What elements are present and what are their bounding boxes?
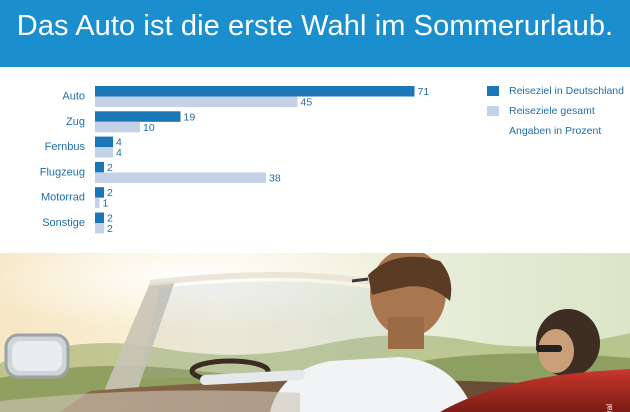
category-label: Motorrad	[41, 192, 85, 204]
bar-gesamt	[95, 121, 140, 133]
legend-item-deutschland: Reiseziel in Deutschland	[487, 85, 627, 106]
legend-swatch-deutschland	[487, 86, 499, 96]
bar-deutschland	[95, 111, 181, 122]
bar-deutschland	[95, 136, 113, 148]
bar-value-label: 19	[184, 111, 196, 123]
bar-value-label: 45	[301, 97, 313, 109]
chart-legend: Reiseziel in Deutschland Reiseziele gesa…	[487, 85, 627, 126]
bar-deutschland	[95, 161, 104, 173]
bar-value-label: 38	[269, 172, 281, 184]
legend-label-gesamt: Reiseziele gesamt	[509, 104, 595, 117]
bar-gesamt	[95, 197, 100, 209]
category-label: Flugzeug	[40, 166, 85, 178]
photo-credit: © Aral	[605, 404, 614, 412]
bar-deutschland	[95, 86, 415, 97]
bar-value-label: 2	[107, 213, 113, 225]
category-label: Zug	[66, 116, 85, 128]
bar-value-label: 71	[418, 86, 430, 98]
category-label: Sonstige	[42, 217, 85, 229]
unit-note: Angaben in Prozent	[509, 125, 602, 137]
page-title: Das Auto ist die erste Wahl im Sommerurl…	[16, 10, 614, 42]
bar-value-label: 2	[107, 162, 113, 174]
legend-item-gesamt: Reiseziele gesamt	[487, 104, 627, 126]
photo-illustration	[0, 253, 630, 412]
bar-value-label: 10	[143, 122, 155, 134]
legend-swatch-gesamt	[487, 105, 499, 116]
bar-gesamt	[95, 172, 266, 183]
bar-deutschland	[95, 212, 104, 223]
bar-value-label: 2	[107, 223, 113, 235]
bar-gesamt	[95, 147, 113, 158]
bar-deutschland	[95, 187, 104, 198]
category-label: Auto	[62, 91, 85, 103]
legend-label-deutschland: Reiseziel in Deutschland	[509, 85, 624, 97]
bar-chart: Auto 71 45 Zug 19 10 Fernbus 4 4 Flugzeug 2 38 Motor…	[0, 67, 630, 253]
title-banner: Das Auto ist die erste Wahl im Sommerurl…	[0, 0, 630, 67]
bar-value-label: 4	[116, 147, 122, 159]
bar-value-label: 1	[103, 198, 109, 210]
convertible-car-photo: © Aral	[0, 253, 630, 412]
category-label: Fernbus	[45, 141, 86, 153]
bar-gesamt	[95, 96, 298, 107]
bar-gesamt	[95, 223, 104, 234]
bar-value-label: 4	[116, 137, 122, 149]
bar-value-label: 2	[107, 187, 113, 199]
chart-svg: Auto 71 45 Zug 19 10 Fernbus 44 Flugzeug 2 38 Motor…	[40, 86, 430, 235]
